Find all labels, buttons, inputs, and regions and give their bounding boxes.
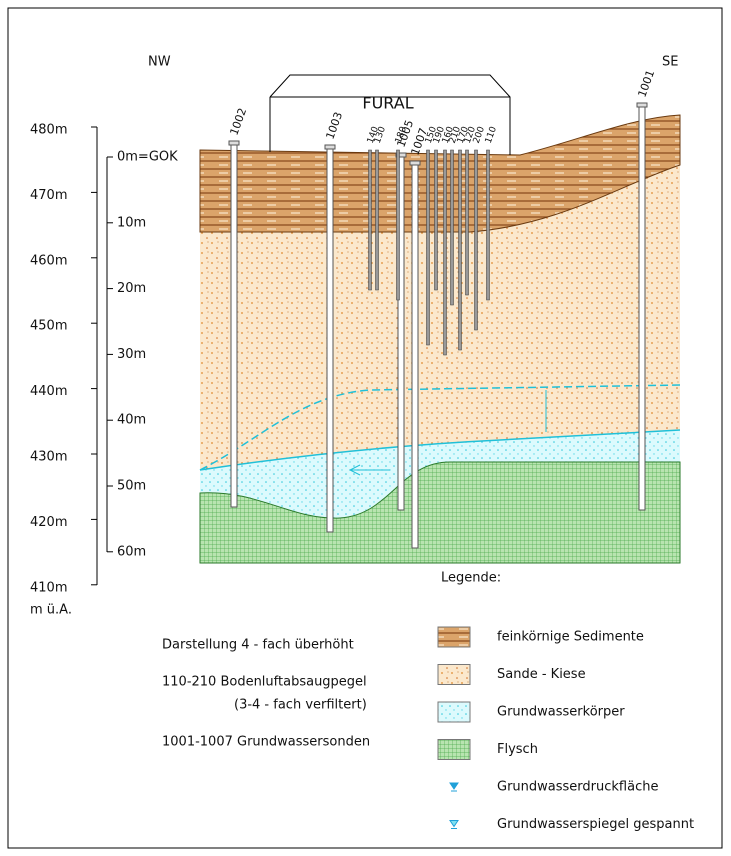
well-label: 1002: [227, 106, 249, 137]
depth-label: 60m: [117, 544, 146, 559]
nw-label: NW: [148, 55, 171, 70]
probe: [475, 150, 478, 330]
well-cap: [410, 161, 420, 165]
probe: [459, 150, 462, 350]
note: 110-210 Bodenluftabsaugpegel: [162, 675, 367, 690]
note: Darstellung 4 - fach überhöht: [162, 638, 354, 653]
elevation-unit: m ü.A.: [30, 603, 72, 618]
elevation-label: 460m: [30, 253, 67, 268]
legend-label: Grundwasserkörper: [497, 705, 625, 720]
well-cap: [325, 145, 335, 149]
note: 1001-1007 Grundwassersonden: [162, 735, 370, 750]
well: [639, 107, 645, 510]
depth-label: 10m: [117, 215, 146, 230]
legend-swatch: [438, 740, 470, 760]
probe: [487, 150, 490, 300]
well: [327, 149, 333, 532]
elevation-label: 420m: [30, 515, 67, 530]
well-label: 1003: [323, 110, 345, 141]
depth-label: 0m=GOK: [117, 150, 178, 165]
well-label: 1001: [635, 68, 657, 99]
well: [412, 165, 418, 548]
probe: [451, 150, 454, 305]
cross-section: [97, 75, 680, 585]
probe: [369, 150, 372, 290]
elevation-label: 440m: [30, 384, 67, 399]
elevation-label: 410m: [30, 580, 67, 595]
well-cap: [229, 141, 239, 145]
well-cap: [637, 103, 647, 107]
probe: [397, 150, 400, 300]
depth-label: 20m: [117, 281, 146, 296]
legend-title: Legende:: [441, 571, 501, 586]
probe: [435, 150, 438, 290]
depth-label: 30m: [117, 347, 146, 362]
legend-label: Sande - Kiese: [497, 667, 586, 682]
probe-label: 110: [484, 125, 499, 145]
elevation-label: 470m: [30, 188, 67, 203]
well: [231, 145, 237, 507]
legend-label: Grundwasserspiegel gespannt: [497, 817, 694, 832]
legend-symbol: [450, 783, 458, 791]
legend-label: feinkörnige Sedimente: [497, 630, 644, 645]
elevation-label: 450m: [30, 319, 67, 334]
elevation-label: 480m: [30, 123, 67, 138]
legend-label: Flysch: [497, 742, 538, 757]
section-diagram: NW SE FURAL Legende: 480m 470m 460m 450m 440…: [0, 0, 731, 856]
probe: [444, 150, 447, 355]
legend-swatch: [438, 665, 470, 685]
legend-label: Grundwasserdruckfläche: [497, 780, 658, 795]
probe: [376, 150, 379, 290]
elevation-label: 430m: [30, 450, 67, 465]
legend-swatch: [438, 702, 470, 722]
depth-label: 50m: [117, 479, 146, 494]
probe: [466, 150, 469, 295]
depth-label: 40m: [117, 413, 146, 428]
legend-swatch: [438, 627, 470, 647]
legend-symbol: [450, 821, 458, 829]
probe: [427, 150, 430, 345]
se-label: SE: [662, 55, 678, 70]
building-label: FURAL: [362, 94, 413, 113]
note: (3-4 - fach verfiltert): [234, 698, 367, 713]
